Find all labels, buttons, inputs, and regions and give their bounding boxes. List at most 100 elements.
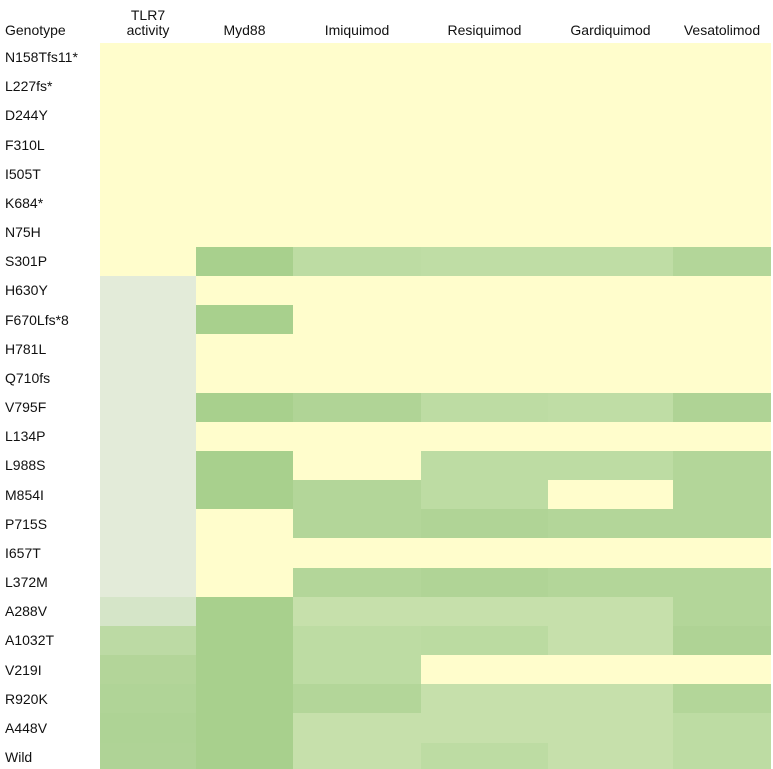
heat-cell [548, 42, 673, 73]
heat-cell [421, 538, 548, 569]
heat-cell [548, 480, 673, 510]
heat-cell [548, 130, 673, 160]
heat-cell [293, 655, 421, 685]
heat-cell [548, 159, 673, 189]
heat-cell [673, 655, 771, 685]
heat-cell [673, 625, 771, 656]
heat-cell [100, 334, 196, 364]
heat-cell [100, 713, 196, 744]
header-text: Imiquimod [324, 22, 390, 38]
heat-cell [100, 392, 196, 423]
heat-cell [196, 567, 293, 598]
heat-cell [293, 130, 421, 160]
header-text: TLR7 activity [126, 7, 170, 38]
column-header: Myd88 [196, 0, 293, 40]
column-header: Genotype [5, 22, 66, 38]
heat-cell [196, 421, 293, 452]
heat-cell [293, 480, 421, 510]
heat-cell [100, 217, 196, 248]
row-label: V219I [5, 661, 42, 678]
heat-cell [293, 742, 421, 769]
heat-cell [100, 188, 196, 218]
heat-cell [421, 450, 548, 481]
heat-cell [421, 100, 548, 131]
column-header: TLR7 activity [100, 0, 196, 40]
heat-cell [673, 363, 771, 394]
heat-cell [196, 392, 293, 423]
heat-cell [548, 655, 673, 685]
row-label: L988S [5, 457, 46, 474]
heat-cell [293, 275, 421, 306]
heat-cell [673, 567, 771, 598]
heat-cell [548, 100, 673, 131]
heat-cell [673, 392, 771, 423]
heat-cell [548, 596, 673, 627]
heat-cell [100, 596, 196, 627]
heat-cell [548, 567, 673, 598]
heat-cell [673, 246, 771, 277]
row-label: I657T [5, 544, 41, 561]
heat-cell [196, 130, 293, 160]
heat-cell [421, 275, 548, 306]
row-label: A1032T [5, 632, 55, 649]
heat-cell [673, 305, 771, 335]
row-label: L134P [5, 428, 46, 445]
heat-cell [421, 159, 548, 189]
heat-cell [293, 421, 421, 452]
row-label: M854I [5, 486, 44, 503]
heat-cell [673, 421, 771, 452]
heat-cell [196, 625, 293, 656]
heat-cell [421, 71, 548, 102]
column-header: Imiquimod [293, 0, 421, 40]
heat-cell [421, 625, 548, 656]
heat-cell [673, 217, 771, 248]
heat-cell [196, 246, 293, 277]
heat-cell [421, 392, 548, 423]
heat-cell [100, 130, 196, 160]
row-label: L227fs* [5, 78, 53, 95]
heat-cell [293, 596, 421, 627]
heat-cell [421, 246, 548, 277]
row-label: N158Tfs11* [5, 49, 78, 66]
heat-cell [100, 71, 196, 102]
heat-cell [548, 334, 673, 364]
row-label: I505T [5, 165, 41, 182]
heat-cell [548, 392, 673, 423]
row-label: N75H [5, 224, 41, 241]
heat-cell [421, 217, 548, 248]
row-label: S301P [5, 253, 48, 270]
heat-cell [293, 334, 421, 364]
heat-cell [196, 596, 293, 627]
heat-cell [673, 596, 771, 627]
row-label: A288V [5, 603, 48, 620]
heat-cell [548, 305, 673, 335]
row-label: Q710fs [5, 369, 51, 386]
heat-cell [196, 450, 293, 481]
heat-cell [548, 684, 673, 714]
heat-cell [100, 159, 196, 189]
heat-cell [421, 567, 548, 598]
heat-cell [548, 217, 673, 248]
heat-cell [100, 305, 196, 335]
heat-cell [196, 188, 293, 218]
heat-cell [293, 363, 421, 394]
heat-cell [196, 305, 293, 335]
heat-cell [548, 275, 673, 306]
heat-cell [293, 42, 421, 73]
heat-cell [673, 159, 771, 189]
row-label: F310L [5, 136, 45, 153]
heat-cell [421, 684, 548, 714]
heat-cell [293, 713, 421, 744]
heat-cell [196, 334, 293, 364]
heat-cell [196, 742, 293, 769]
heat-cell [421, 713, 548, 744]
heat-cell [421, 305, 548, 335]
row-label: F670Lfs*8 [5, 311, 69, 328]
heat-cell [293, 392, 421, 423]
heat-cell [293, 159, 421, 189]
heat-cell [673, 538, 771, 569]
row-label: K684* [5, 194, 44, 211]
heat-cell [100, 480, 196, 510]
heat-cell [673, 684, 771, 714]
heat-cell [673, 742, 771, 769]
